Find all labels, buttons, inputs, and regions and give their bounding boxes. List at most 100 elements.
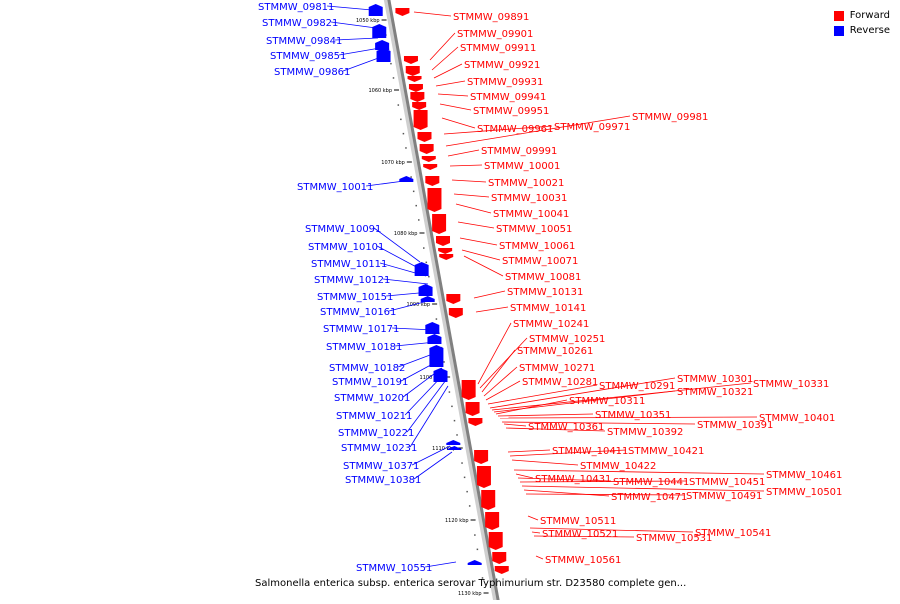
minor-tick bbox=[453, 419, 456, 422]
reverse-leader-line bbox=[406, 379, 447, 433]
reverse-gene bbox=[418, 284, 433, 296]
reverse-leader-line bbox=[342, 55, 385, 72]
forward-leader-line bbox=[477, 322, 512, 385]
forward-gene bbox=[417, 132, 432, 142]
minor-tick bbox=[451, 405, 453, 408]
forward-leader-line bbox=[455, 203, 492, 214]
forward-gene-label: STMMW_10031 bbox=[491, 193, 567, 204]
forward-leader-line bbox=[529, 527, 694, 533]
forward-gene-label: STMMW_09951 bbox=[473, 106, 549, 117]
forward-gene-label: STMMW_10441 bbox=[613, 477, 689, 488]
forward-leader-line bbox=[479, 337, 528, 389]
forward-leader-line bbox=[483, 366, 518, 397]
forward-leader-line bbox=[435, 80, 466, 87]
reverse-leader-line bbox=[397, 351, 439, 368]
forward-gene bbox=[432, 214, 447, 234]
forward-gene bbox=[425, 176, 440, 186]
forward-gene-label: STMMW_09961 bbox=[477, 124, 553, 135]
legend-reverse-label: Reverse bbox=[849, 25, 890, 36]
forward-gene-label: STMMW_09931 bbox=[467, 77, 543, 88]
reverse-gene-label: STMMW_10101 bbox=[308, 242, 384, 253]
forward-leader-line bbox=[533, 535, 635, 538]
forward-gene-label: STMMW_10071 bbox=[502, 256, 578, 267]
forward-leader-line bbox=[449, 164, 483, 167]
minor-tick bbox=[390, 62, 392, 65]
forward-leader-line bbox=[519, 480, 688, 483]
reverse-swatch bbox=[833, 25, 844, 36]
legend-reverse: Reverse bbox=[833, 23, 890, 38]
forward-gene bbox=[419, 144, 434, 154]
forward-leader-line bbox=[491, 382, 752, 411]
reverse-gene bbox=[447, 446, 462, 450]
forward-gene bbox=[474, 450, 489, 464]
reverse-leader-line bbox=[386, 291, 431, 297]
reverse-leader-line bbox=[383, 278, 429, 285]
forward-leader-line bbox=[441, 117, 476, 129]
reverse-leader-line bbox=[327, 5, 373, 11]
minor-tick bbox=[466, 490, 468, 493]
minor-tick bbox=[412, 190, 415, 193]
reverse-gene-label: STMMW_10181 bbox=[326, 342, 402, 353]
forward-gene-label: STMMW_10241 bbox=[513, 319, 589, 330]
reverse-gene bbox=[368, 4, 383, 16]
forward-gene-label: STMMW_10051 bbox=[496, 224, 572, 235]
reverse-gene-label: STMMW_10121 bbox=[314, 275, 390, 286]
tick-label: 1120 kbp bbox=[445, 518, 469, 524]
forward-gene-label: STMMW_10501 bbox=[766, 487, 842, 498]
forward-gene-label: STMMW_09911 bbox=[460, 43, 536, 54]
reverse-leader-line bbox=[404, 373, 445, 416]
reverse-leader-line bbox=[376, 245, 423, 271]
minor-tick bbox=[415, 204, 417, 207]
reverse-gene bbox=[376, 48, 391, 62]
reverse-gene-label: STMMW_10091 bbox=[305, 224, 381, 235]
minor-tick bbox=[400, 118, 402, 121]
forward-gene-label: STMMW_10271 bbox=[519, 363, 595, 374]
forward-gene bbox=[407, 76, 422, 82]
forward-gene-label: STMMW_10471 bbox=[611, 492, 687, 503]
forward-leader-line bbox=[503, 423, 527, 427]
reverse-gene bbox=[372, 24, 387, 38]
reverse-gene-label: STMMW_10231 bbox=[341, 443, 417, 454]
reverse-gene-label: STMMW_09821 bbox=[262, 18, 338, 29]
forward-gene-label: STMMW_10141 bbox=[510, 303, 586, 314]
reverse-gene-label: STMMW_09811 bbox=[258, 2, 334, 13]
reverse-gene-label: STMMW_10161 bbox=[320, 307, 396, 318]
minor-tick bbox=[418, 219, 420, 221]
tick-label: 1070 kbp bbox=[381, 160, 405, 166]
reverse-leader-line bbox=[331, 21, 377, 29]
gene-features bbox=[368, 4, 509, 574]
forward-leader-line bbox=[495, 399, 568, 415]
forward-leader-line bbox=[507, 449, 551, 453]
forward-gene bbox=[446, 294, 461, 304]
forward-gene-label: STMMW_10391 bbox=[697, 420, 773, 431]
reverse-gene bbox=[427, 334, 442, 344]
forward-gene-label: STMMW_10531 bbox=[636, 533, 712, 544]
minor-tick bbox=[456, 434, 458, 436]
forward-gene-label: STMMW_09971 bbox=[554, 122, 630, 133]
forward-leader-line bbox=[511, 459, 579, 466]
forward-gene-label: STMMW_10081 bbox=[505, 272, 581, 283]
legend-forward: Forward bbox=[833, 8, 890, 23]
forward-gene-label: STMMW_10331 bbox=[753, 379, 829, 390]
minor-tick bbox=[448, 391, 451, 393]
forward-gene-label: STMMW_09981 bbox=[632, 112, 708, 123]
tick-label: 1100 kbp bbox=[420, 375, 444, 381]
reverse-gene bbox=[375, 40, 390, 50]
forward-leader-line bbox=[475, 306, 509, 313]
forward-leader-line bbox=[487, 384, 598, 405]
reverse-leader-line bbox=[339, 47, 381, 56]
forward-gene bbox=[448, 308, 463, 318]
forward-leader-line bbox=[525, 493, 685, 496]
forward-leader-line bbox=[535, 555, 544, 560]
minor-tick bbox=[468, 505, 471, 507]
minor-tick bbox=[410, 176, 412, 178]
reverse-leader-line bbox=[413, 451, 453, 480]
forward-gene-label: STMMW_09891 bbox=[453, 12, 529, 23]
forward-leader-line bbox=[413, 11, 452, 17]
forward-leader-line bbox=[433, 63, 463, 79]
forward-gene-label: STMMW_10311 bbox=[569, 396, 645, 407]
forward-gene bbox=[468, 418, 483, 426]
minor-tick bbox=[443, 361, 445, 363]
reverse-gene-label: STMMW_10182 bbox=[329, 363, 405, 374]
